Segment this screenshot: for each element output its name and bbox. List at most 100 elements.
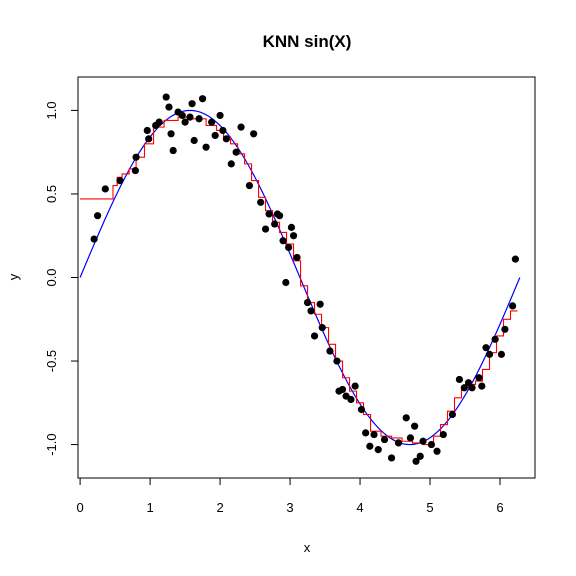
data-point: [143, 126, 151, 135]
data-point: [351, 382, 359, 390]
x-tick-label: 4: [356, 500, 363, 515]
data-point: [237, 123, 245, 131]
data-point: [219, 126, 227, 135]
data-point: [478, 382, 486, 390]
data-point: [412, 457, 420, 465]
data-point: [145, 135, 153, 143]
data-point: [216, 111, 224, 120]
data-point: [316, 300, 324, 308]
data-point: [275, 212, 284, 220]
data-point: [227, 160, 235, 168]
data-point: [491, 335, 499, 343]
data-point: [370, 430, 378, 439]
data-point: [211, 131, 219, 140]
data-point: [271, 220, 279, 228]
data-point: [257, 198, 265, 206]
data-point: [402, 414, 410, 422]
data-point: [155, 118, 163, 126]
data-point: [338, 385, 347, 394]
data-point: [310, 332, 319, 340]
data-point: [464, 379, 473, 387]
data-point: [448, 410, 457, 419]
data-point: [508, 302, 517, 310]
data-point: [374, 446, 382, 454]
data-point: [232, 148, 240, 156]
data-point: [94, 212, 102, 220]
y-tick-label: 0.0: [44, 268, 59, 286]
data-point: [289, 232, 298, 240]
data-point: [406, 434, 415, 442]
data-point: [131, 166, 139, 175]
x-tick-label: 1: [146, 500, 153, 515]
data-point: [222, 135, 230, 143]
data-point: [165, 103, 173, 111]
data-point: [303, 298, 312, 307]
data-point: [188, 100, 196, 108]
data-point: [455, 375, 464, 384]
data-point: [250, 130, 258, 138]
data-point: [439, 430, 447, 439]
y-tick-label: -1.0: [44, 433, 59, 455]
x-axis: 0 1 2 3 4 5 6: [76, 477, 504, 515]
data-point: [198, 95, 207, 103]
data-point: [347, 395, 355, 404]
data-point: [427, 440, 436, 449]
x-tick-label: 6: [496, 500, 503, 515]
data-point: [90, 235, 98, 243]
data-point: [169, 146, 177, 155]
data-point: [202, 143, 210, 151]
data-point: [208, 118, 216, 126]
chart-title: KNN sin(X): [263, 32, 352, 51]
data-point: [333, 357, 341, 365]
data-point: [265, 210, 273, 218]
data-point: [132, 153, 140, 161]
data-point: [307, 307, 315, 315]
data-point: [318, 324, 326, 332]
data-point: [101, 185, 109, 193]
x-tick-label: 5: [426, 500, 433, 515]
data-point: [475, 374, 483, 382]
data-point: [511, 255, 519, 263]
data-point: [287, 223, 296, 231]
data-point: [116, 176, 124, 185]
x-axis-label: x: [304, 540, 311, 555]
data-point: [178, 111, 186, 120]
data-point: [485, 350, 494, 358]
data-point: [411, 422, 419, 430]
data-point: [195, 115, 203, 123]
data-point: [186, 113, 194, 121]
data-point: [293, 253, 301, 262]
data-point: [482, 344, 490, 352]
y-tick-label: 0.5: [44, 185, 59, 203]
data-point: [362, 429, 370, 437]
data-point: [394, 439, 403, 447]
data-point: [167, 130, 175, 138]
x-tick-label: 2: [216, 500, 223, 515]
x-tick-label: 3: [286, 500, 293, 515]
data-point: [460, 384, 468, 392]
data-point: [387, 454, 396, 462]
y-tick-label: 1.0: [44, 101, 59, 119]
data-point: [419, 437, 427, 445]
knn-step-path: [80, 116, 518, 446]
data-point: [433, 447, 441, 455]
data-point: [282, 278, 290, 287]
data-point: [190, 136, 198, 145]
data-point: [468, 384, 476, 392]
data-point: [366, 442, 374, 450]
data-point: [285, 243, 293, 252]
data-point: [501, 325, 509, 333]
true-sine-curve: [79, 109, 521, 446]
data-point: [326, 347, 334, 355]
y-tick-label: -0.5: [44, 350, 59, 372]
data-point: [162, 93, 170, 101]
data-point: [380, 435, 389, 444]
data-point: [245, 182, 254, 190]
data-point: [357, 405, 366, 414]
y-axis-label: y: [6, 273, 21, 280]
y-axis: -1.0 -0.5 0.0 0.5 1.0: [44, 101, 79, 456]
data-point: [261, 225, 270, 233]
knn-step-line: [80, 116, 518, 446]
data-point: [497, 350, 506, 358]
